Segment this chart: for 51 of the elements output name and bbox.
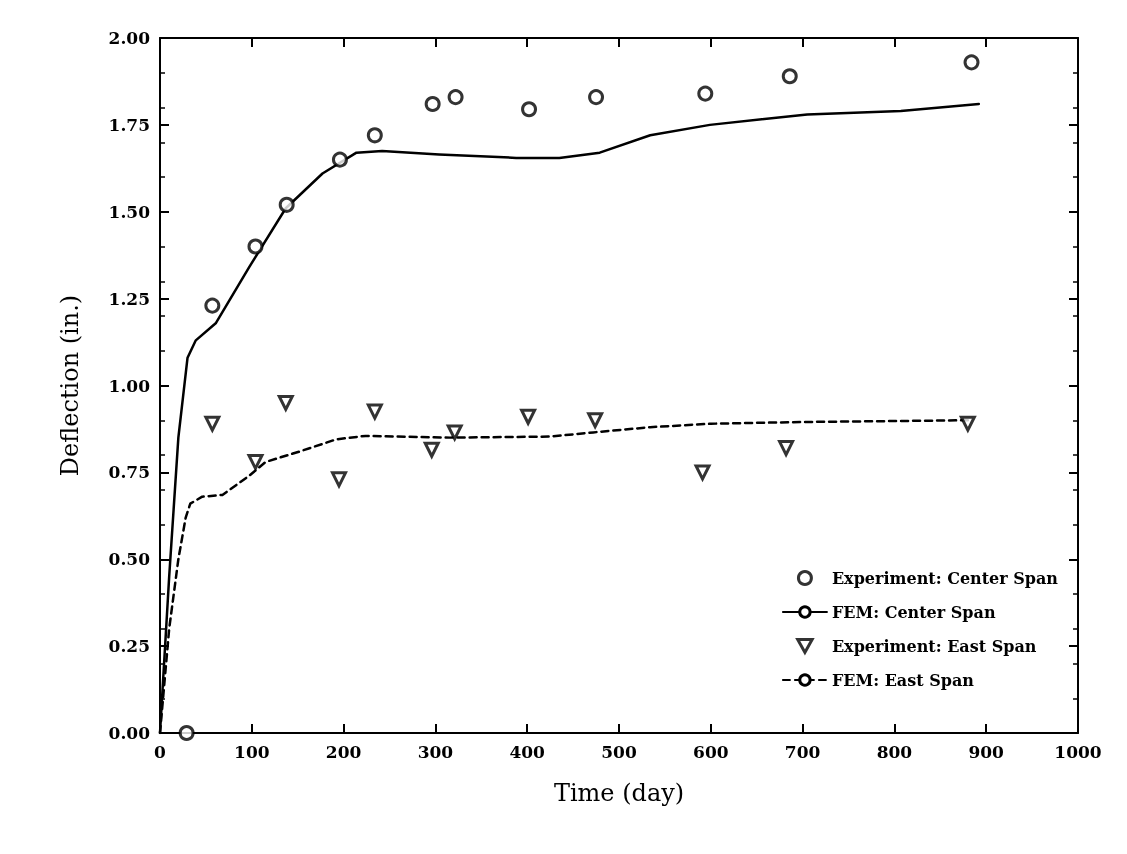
point [331,471,348,488]
point [587,412,604,429]
y-tick-label: 0.50 [108,549,151,570]
x-tick-label: 700 [784,741,821,762]
x-tick-label: 200 [325,741,362,762]
point [424,96,441,113]
x-tick-label: 400 [509,741,546,762]
x-tick-label: 0 [154,741,167,762]
x-axis-title: Time (day) [553,779,685,807]
point [697,85,714,102]
y-tick-label: 1.75 [108,114,150,135]
y-tick-label: 0.00 [108,723,151,743]
point [778,440,795,457]
y-tick-label: 1.25 [108,288,150,309]
y-tick-label: 1.00 [108,375,151,396]
point [204,415,221,432]
point [781,68,798,85]
y-axis-title: Deflection (in.) [56,294,84,477]
y-tick-label: 0.75 [108,462,150,483]
x-tick-label: 900 [968,741,1005,762]
point [277,394,294,411]
y-tick-label: 0.25 [108,636,150,657]
point [178,725,195,741]
x-tick-label: 1000 [1054,741,1102,762]
y-tick-label: 2.00 [108,28,151,48]
point [521,101,538,118]
y-tick-label: 1.50 [108,201,151,222]
point [447,89,464,106]
point [366,127,383,144]
point [247,238,264,255]
point [520,408,537,425]
x-tick-label: 300 [417,741,454,762]
point [963,54,980,71]
point [423,441,440,458]
legend-label: FEM: Center Span [831,602,996,622]
x-tick-label: 600 [693,741,729,762]
point [693,464,712,483]
point [366,403,383,420]
legend-label: FEM: East Span [831,670,975,690]
point [331,151,348,168]
legend-label: Experiment: East Span [831,636,1037,656]
point [445,424,464,443]
legend-label: Experiment: Center Span [831,568,1059,588]
point [278,196,295,213]
x-tick-label: 500 [601,741,637,762]
x-tick-label: 800 [876,741,913,762]
x-tick-label: 100 [234,741,270,762]
point [588,89,605,106]
point [959,415,976,432]
point [247,453,264,470]
point [204,297,221,314]
